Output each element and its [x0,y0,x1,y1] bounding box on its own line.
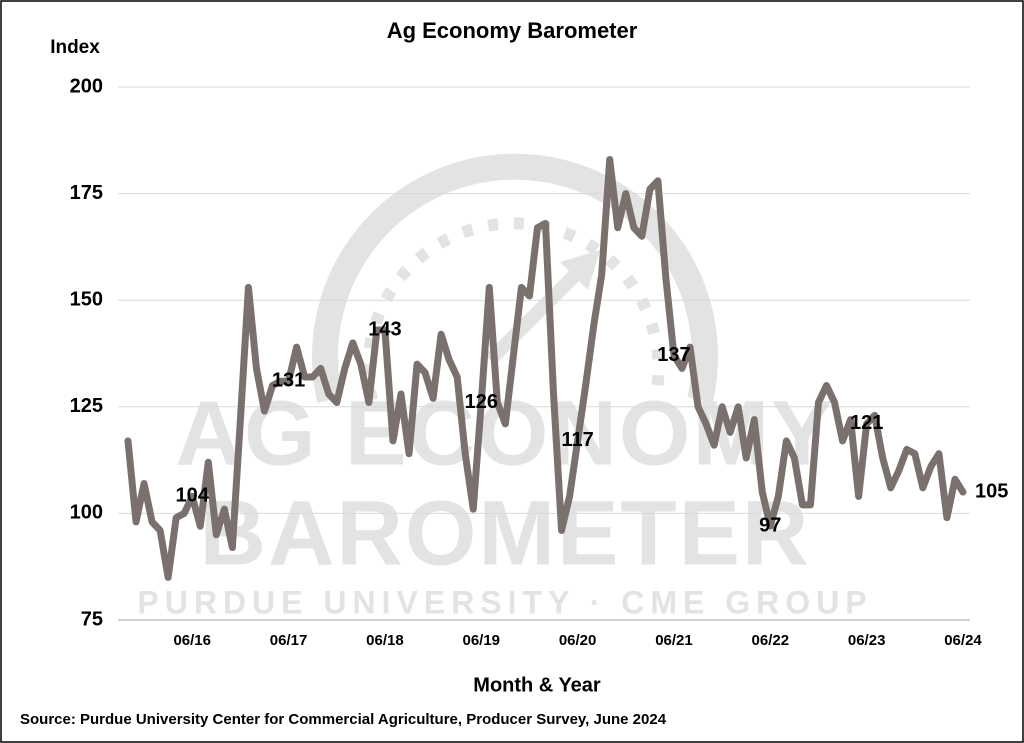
x-tick-label: 06/24 [944,632,982,649]
data-label: 97 [759,514,781,536]
x-tick-label: 06/23 [848,632,886,649]
x-tick-label: 06/22 [752,632,790,649]
y-tick-label: 150 [70,288,103,310]
y-tick-label: 125 [70,395,103,417]
x-tick-label: 06/20 [559,632,597,649]
data-label: 131 [272,369,305,391]
y-axis-label: Index [50,37,100,58]
watermark-text: AG ECONOMY [176,382,835,484]
data-label: 121 [850,412,883,434]
x-tick-label: 06/21 [655,632,693,649]
y-tick-label: 200 [70,75,103,97]
watermark-text: PURDUE UNIVERSITY · CME GROUP [137,584,872,620]
data-label: 143 [368,318,401,340]
x-tick-label: 06/17 [270,632,308,649]
watermark-text: BAROMETER [200,482,811,584]
watermark-gauge [312,153,718,403]
data-label: 104 [176,485,210,507]
data-label: 137 [657,344,690,366]
x-tick-label: 06/18 [366,632,404,649]
data-label: 117 [561,429,593,451]
y-tick-label: 175 [70,182,103,204]
data-line [124,155,967,581]
x-tick-label: 06/16 [173,632,211,649]
source-note: Source: Purdue University Center for Com… [20,711,667,728]
y-tick-label: 75 [81,608,103,630]
chart-title: Ag Economy Barometer [387,18,638,43]
data-label: 126 [465,391,498,413]
y-tick-label: 100 [70,502,103,524]
x-tick-label: 06/19 [462,632,500,649]
data-label: 105 [975,480,1008,502]
x-axis-label: Month & Year [473,674,601,696]
